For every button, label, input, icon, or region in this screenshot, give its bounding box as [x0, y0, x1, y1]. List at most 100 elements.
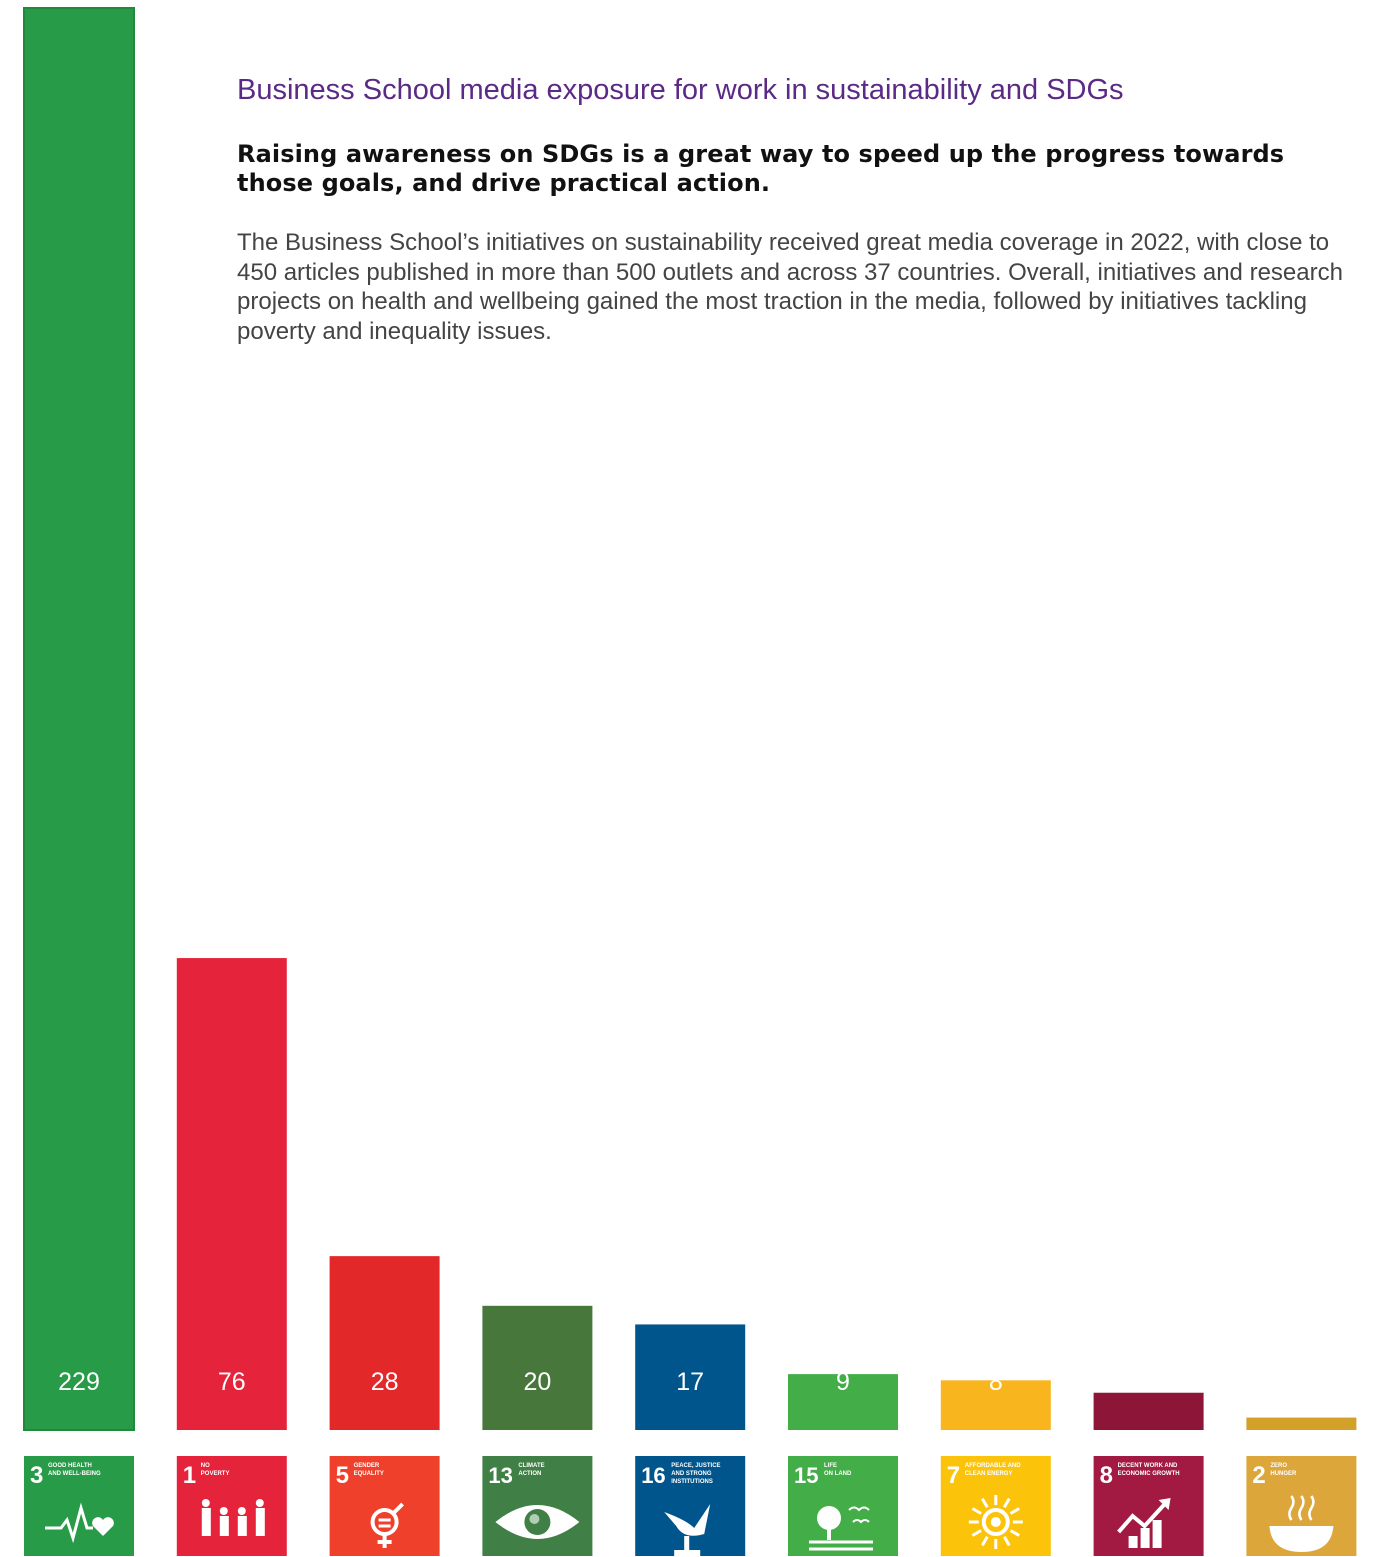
- sdg-goal-label: ON LAND: [824, 1471, 852, 1477]
- sdg-goal-label: AFFORDABLE AND: [965, 1463, 1021, 1469]
- sdg-goal-label: PEACE, JUSTICE: [671, 1463, 720, 1469]
- sun-icon: [968, 1495, 1023, 1549]
- sdg-goal-label: GOOD HEALTH: [48, 1463, 92, 1469]
- sun-ray: [981, 1497, 989, 1509]
- bar-sdg-3: [23, 7, 135, 1431]
- growth-chart-icon: [1117, 1498, 1171, 1548]
- tree-birds-icon: [809, 1506, 873, 1551]
- person-head: [237, 1507, 246, 1515]
- bar-sdg-7: [940, 1380, 1051, 1430]
- bar-value-label: 20: [523, 1368, 551, 1396]
- bar-sdg-1: [176, 958, 287, 1430]
- heart-shape: [92, 1517, 114, 1536]
- eye-globe-icon: [495, 1505, 580, 1539]
- bar-value-label: 9: [836, 1368, 850, 1396]
- sun-ring: [981, 1508, 1010, 1536]
- dove: [664, 1504, 711, 1536]
- sdg-goal-number: 13: [488, 1463, 512, 1488]
- sdg-goal-label: AND STRONG: [671, 1471, 712, 1477]
- sdg-goal-label: CLEAN ENERGY: [965, 1471, 1013, 1477]
- sdg-goal-number: 3: [30, 1462, 43, 1489]
- sdg-goal-label: CLIMATE: [518, 1463, 544, 1469]
- sdg-tile-16: 16 PEACE, JUSTICE AND STRONG INSTITUTIONS: [635, 1456, 746, 1556]
- person-body: [255, 1508, 265, 1536]
- dove-gavel-icon: [664, 1504, 711, 1556]
- gavel-base: [674, 1550, 701, 1556]
- sdg-tile-background: [176, 1456, 287, 1556]
- sdg-tile-3: 3 GOOD HEALTH AND WELL-BEING: [24, 1456, 134, 1556]
- page-body-text: The Business School’s initiatives on sus…: [237, 229, 1343, 345]
- sun-ray: [971, 1529, 982, 1537]
- sdg-goal-number: 16: [641, 1463, 665, 1488]
- sdg-tile-background: [24, 1456, 134, 1556]
- person-head: [255, 1499, 264, 1507]
- sdg-tile-background: [788, 1456, 898, 1556]
- sdg-tile-13: 13 CLIMATE ACTION: [482, 1456, 593, 1556]
- tree-crown: [817, 1506, 841, 1530]
- person-head: [219, 1507, 228, 1515]
- heartbeat-line: [45, 1502, 93, 1544]
- bar-value-label: 76: [218, 1368, 246, 1396]
- sdg-tile-background: [635, 1456, 746, 1556]
- page-title: Business School media exposure for work …: [237, 74, 1124, 106]
- bar-value-label: 17: [676, 1368, 704, 1396]
- sdg-goal-number: 2: [1252, 1462, 1265, 1489]
- sdg-tile-7: 7 AFFORDABLE AND CLEAN ENERGY: [940, 1456, 1051, 1556]
- person-head: [201, 1499, 210, 1507]
- sdg-tile-2: 2 ZERO HUNGER: [1246, 1456, 1357, 1556]
- globe-land: [529, 1514, 540, 1524]
- sdg-tile-1: 1 NO POVERTY: [176, 1456, 287, 1556]
- sdg-goal-label: EQUALITY: [354, 1471, 384, 1477]
- sdg-goal-label: POVERTY: [201, 1471, 230, 1477]
- bar-value-label: 6: [1142, 1368, 1156, 1396]
- growth-bar: [1140, 1528, 1150, 1548]
- sun-ray: [981, 1535, 989, 1547]
- bar-sdg-8: [1093, 1392, 1204, 1430]
- person-body: [219, 1516, 229, 1536]
- bowl: [1269, 1526, 1334, 1552]
- steaming-bowl-icon: [1269, 1495, 1334, 1552]
- sun-ray: [1009, 1529, 1020, 1537]
- sdg-goal-label: INSTITUTIONS: [671, 1479, 713, 1485]
- bird: [848, 1506, 870, 1512]
- bar-sdg-13: [482, 1305, 593, 1430]
- sdg-tile-8: 8 DECENT WORK AND ECONOMIC GROWTH: [1093, 1456, 1204, 1556]
- steam-line: [1298, 1495, 1305, 1521]
- growth-arrowhead: [1158, 1498, 1171, 1510]
- sdg-goal-number: 15: [794, 1463, 818, 1488]
- sun-ray: [1003, 1535, 1011, 1547]
- sun-core: [990, 1517, 1001, 1527]
- gender-arrow: [392, 1502, 405, 1515]
- gavel-handle: [684, 1536, 690, 1556]
- heartbeat-icon: [45, 1502, 114, 1544]
- sdg-tile-15: 15 LIFE ON LAND: [788, 1456, 898, 1556]
- sdg-goal-number: 1: [183, 1462, 196, 1489]
- bar-value-label: 8: [989, 1368, 1003, 1396]
- sun-ray: [1009, 1507, 1020, 1515]
- sdg-goal-label: AND WELL-BEING: [48, 1471, 101, 1477]
- bar-sdg-15: [788, 1374, 898, 1430]
- bar-value-label: 229: [58, 1368, 100, 1396]
- tree-trunk: [827, 1528, 831, 1540]
- sdg-goal-label: NO: [201, 1463, 210, 1469]
- sun-ray: [1003, 1497, 1011, 1509]
- sdg-goal-label: ACTION: [518, 1471, 541, 1477]
- steam-line: [1288, 1495, 1295, 1521]
- sun-ray: [971, 1507, 982, 1515]
- bar-value-label: 2: [1294, 1368, 1308, 1396]
- growth-bar: [1128, 1536, 1138, 1548]
- sdg-goal-label: ZERO: [1270, 1463, 1287, 1469]
- sdg-goal-label: DECENT WORK AND: [1118, 1463, 1178, 1469]
- growth-bar: [1152, 1520, 1162, 1548]
- person-body: [237, 1516, 247, 1536]
- sdg-goal-number: 7: [947, 1462, 960, 1489]
- bar-value-label: 28: [371, 1368, 399, 1396]
- bird: [852, 1519, 870, 1524]
- bar-sdg-5: [329, 1256, 440, 1430]
- sdg-goal-label: GENDER: [354, 1463, 380, 1469]
- person-body: [201, 1508, 211, 1536]
- sdg-goal-number: 5: [336, 1462, 349, 1489]
- steam-line: [1308, 1495, 1315, 1521]
- sdg-goal-label: ECONOMIC GROWTH: [1118, 1471, 1180, 1477]
